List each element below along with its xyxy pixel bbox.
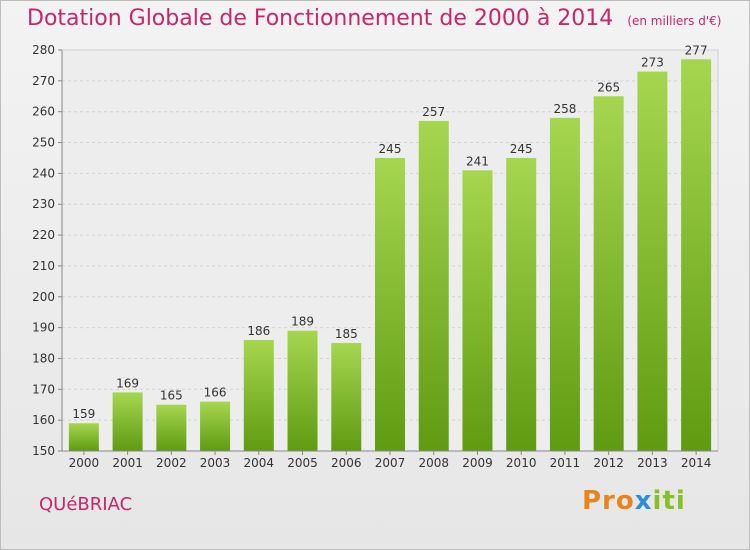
bar-value-label: 165 [160, 389, 183, 403]
bar-layer: 159 169 165 166 186 189 185 245 257 241 245 258 265 2… [68, 43, 712, 452]
bar-2014 [681, 59, 712, 451]
y-tick-label: 260 [32, 105, 55, 119]
y-tick-label: 150 [32, 444, 55, 458]
x-tick-label: 2002 [156, 456, 187, 470]
bar-value-label: 159 [72, 407, 95, 421]
x-tick-label: 2007 [375, 456, 406, 470]
x-tick-label: 2009 [462, 456, 493, 470]
bar-value-label: 245 [510, 142, 533, 156]
bar-2011 [549, 117, 580, 451]
bar-2007 [375, 157, 405, 451]
bar-value-label: 241 [466, 154, 489, 168]
x-tick-label: 2013 [637, 456, 668, 470]
bar-value-label: 273 [641, 56, 664, 70]
y-tick-label: 220 [32, 228, 55, 242]
x-tick-label: 2008 [418, 456, 449, 470]
bar-2006 [331, 343, 362, 451]
x-tick-label: 2005 [287, 456, 318, 470]
bar-value-label: 185 [335, 327, 358, 341]
y-tick-label: 230 [32, 197, 55, 211]
bar-2012 [593, 96, 624, 452]
logo-part-1: Pro [582, 486, 635, 516]
bar-2003 [200, 401, 231, 451]
logo-part-2: x [634, 486, 653, 516]
bar-value-label: 258 [553, 102, 576, 116]
bar-2010 [506, 157, 537, 451]
axis-layer: 150 160 170 180 190 200 210 220 230 240 250 260 270 2… [32, 43, 718, 470]
bar-2008 [418, 120, 449, 451]
bar-value-label: 245 [379, 142, 402, 156]
y-tick-label: 210 [32, 259, 55, 273]
y-tick-label: 200 [32, 290, 55, 304]
bar-value-label: 186 [247, 324, 270, 338]
y-tick-label: 280 [32, 43, 55, 57]
y-tick-label: 160 [32, 413, 55, 427]
x-tick-label: 2006 [331, 456, 362, 470]
bar-value-label: 277 [685, 43, 708, 57]
bar-value-label: 169 [116, 376, 139, 390]
y-tick-label: 240 [32, 166, 55, 180]
bar-2004 [243, 339, 274, 451]
y-tick-label: 250 [32, 136, 55, 150]
chart-unit: (en milliers d'€) [627, 14, 722, 28]
bar-value-label: 189 [291, 315, 314, 329]
x-tick-label: 2010 [506, 456, 537, 470]
y-tick-label: 270 [32, 74, 55, 88]
bar-2000 [68, 423, 99, 451]
x-tick-label: 2012 [593, 456, 624, 470]
place-name: QUéBRIAC [39, 494, 133, 515]
bar-2001 [112, 392, 143, 451]
bar-2013 [637, 71, 668, 451]
chart-title: Dotation Globale de Fonctionnement de 20… [27, 6, 721, 31]
bar-2002 [156, 404, 187, 451]
bar-value-label: 166 [204, 386, 227, 400]
bar-value-label: 265 [597, 80, 620, 94]
y-tick-label: 190 [32, 321, 55, 335]
x-tick-label: 2011 [550, 456, 581, 470]
bar-2009 [462, 170, 493, 452]
bar-2005 [287, 330, 318, 451]
x-tick-label: 2000 [69, 456, 100, 470]
chart-title-text: Dotation Globale de Fonctionnement de 20… [27, 6, 614, 31]
x-tick-label: 2004 [244, 456, 275, 470]
proxiti-logo: Proxiti [582, 486, 686, 516]
y-tick-label: 180 [32, 351, 55, 365]
logo-part-3: iti [652, 486, 686, 516]
x-tick-label: 2014 [681, 456, 712, 470]
x-tick-label: 2003 [200, 456, 231, 470]
x-tick-label: 2001 [112, 456, 143, 470]
bar-value-label: 257 [422, 105, 445, 119]
y-tick-label: 170 [32, 382, 55, 396]
